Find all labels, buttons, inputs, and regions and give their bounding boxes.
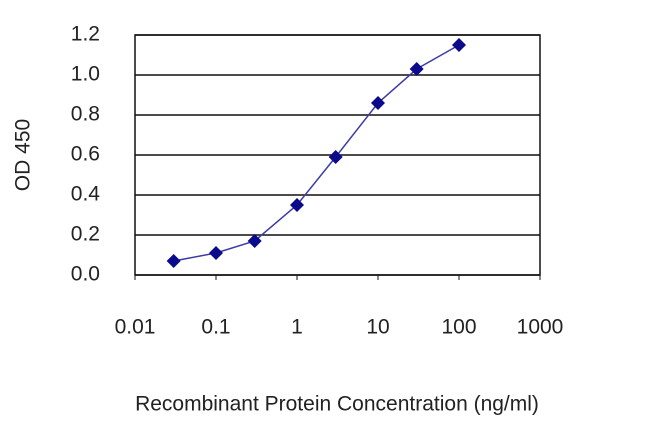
data-line [173, 44, 460, 262]
y-tick-label: 0.0 [71, 263, 100, 286]
data-marker [328, 150, 343, 164]
x-axis-label: Recombinant Protein Concentration (ng/ml… [135, 393, 539, 416]
data-marker [452, 38, 466, 52]
y-tick-label: 1.2 [71, 23, 100, 46]
data-marker [371, 96, 385, 110]
y-axis-label: OD 450 [12, 119, 35, 191]
y-tick-label: 0.6 [71, 143, 100, 166]
data-marker [409, 62, 424, 76]
x-tick-label: 100 [441, 316, 476, 339]
x-tick-label: 0.01 [115, 316, 156, 339]
y-tick-label: 0.8 [71, 103, 100, 126]
data-marker [209, 246, 223, 260]
data-marker [166, 254, 181, 268]
y-tick-label: 0.2 [71, 223, 100, 246]
x-tick-label: 1000 [517, 316, 564, 339]
y-tick-label: 1.0 [71, 63, 100, 86]
x-tick-label: 1 [291, 316, 303, 339]
x-tick-label: 0.1 [201, 316, 230, 339]
data-marker [247, 234, 262, 248]
data-marker [290, 198, 304, 212]
x-tick-label: 10 [366, 316, 389, 339]
y-tick-label: 0.4 [71, 183, 101, 206]
